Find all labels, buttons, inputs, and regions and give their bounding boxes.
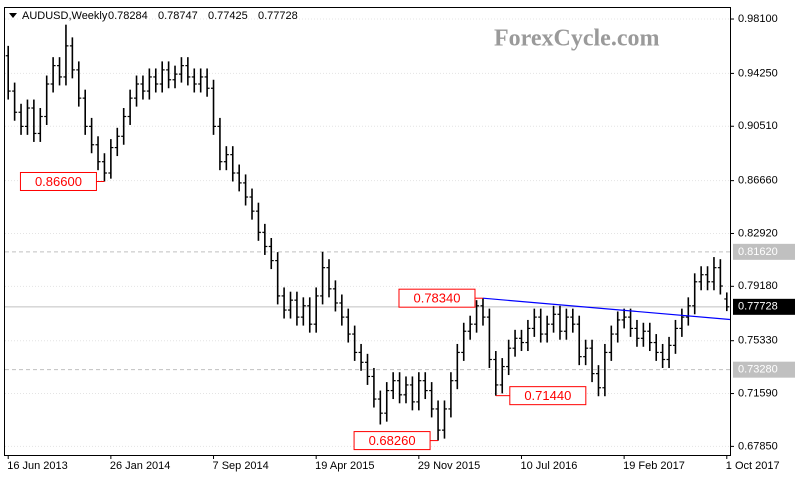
trendline [482, 297, 731, 321]
y-tick-label: 0.90510 [738, 120, 778, 132]
header-high: 0.78747 [158, 10, 198, 22]
annotation-box [398, 288, 476, 308]
x-tick-label: 7 Sep 2014 [213, 460, 269, 472]
chart-title: AUDUSD,Weekly [22, 10, 108, 22]
annotation-label: 0.78340 [413, 291, 460, 306]
x-tick-label: 10 Jul 2016 [520, 460, 577, 472]
current-price-label: 0.77728 [738, 301, 778, 313]
annotation-box [19, 171, 97, 191]
plot-frame [4, 7, 731, 456]
annotation-label: 0.86600 [35, 174, 82, 189]
x-tick-label: 1 Oct 2017 [726, 460, 780, 472]
x-tick-label: 26 Jan 2014 [110, 460, 171, 472]
annotation-box [353, 431, 431, 451]
level-label: 0.73280 [738, 364, 778, 376]
level-label: 0.81620 [738, 246, 778, 258]
annotation-box [509, 386, 587, 406]
watermark: ForexCycle.com [494, 26, 659, 52]
x-tick-label: 19 Apr 2015 [315, 460, 374, 472]
x-tick-label: 19 Feb 2017 [623, 460, 685, 472]
y-tick-label: 0.82920 [738, 227, 778, 239]
annotation-label: 0.68260 [369, 433, 416, 448]
y-tick-label: 0.79180 [738, 280, 778, 292]
level-label-box [733, 243, 795, 260]
y-tick-label: 0.67850 [738, 440, 778, 452]
level-label-box [733, 361, 795, 378]
y-tick-label: 0.94250 [738, 67, 778, 79]
y-tick-label: 0.86660 [738, 175, 778, 187]
y-tick-label: 0.75330 [738, 335, 778, 347]
current-price-box [733, 298, 795, 315]
y-tick-label: 0.98100 [738, 13, 778, 25]
header-open: 0.78284 [108, 10, 148, 22]
header-low: 0.77425 [208, 10, 248, 22]
header-icon [9, 13, 17, 18]
x-tick-label: 29 Nov 2015 [418, 460, 480, 472]
header-close: 0.77728 [258, 10, 298, 22]
x-tick-label: 16 Jun 2013 [7, 460, 68, 472]
y-tick-label: 0.71590 [738, 387, 778, 399]
annotation-label: 0.71440 [524, 388, 571, 403]
